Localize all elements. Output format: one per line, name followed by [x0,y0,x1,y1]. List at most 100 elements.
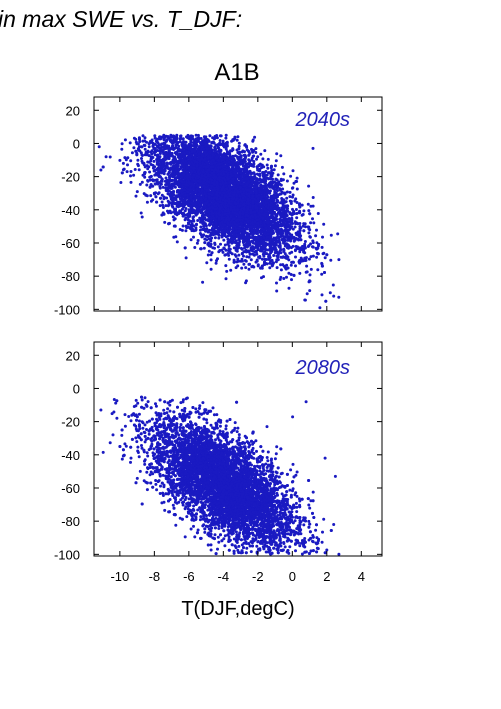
scatter-point [213,236,217,240]
scatter-point [251,138,255,142]
scatter-point [132,146,136,150]
scatter-point [123,138,127,142]
scatter-point [282,277,286,280]
scatter-point [207,249,211,253]
scatter-point [172,218,176,222]
scatter-point [236,257,240,261]
scatter-point [301,213,305,216]
scatter-point [309,204,313,208]
scatter-point [254,151,258,154]
scatter-point [229,268,233,272]
scatter-point [329,233,333,237]
scatter-point [165,161,169,165]
scatter-point [134,137,138,141]
scatter-point [279,268,283,272]
scatter-point [121,161,125,165]
scatter-point [249,258,253,262]
scatter-point [158,152,162,155]
scatter-point [163,220,167,224]
scatter-point [208,134,212,138]
scatter-point [256,155,260,159]
scatter-point [247,255,251,259]
scatter-point [298,271,302,275]
scatter-point [242,254,245,258]
scatter-point [244,259,248,263]
scatter-point [282,172,286,176]
scatter-point [181,224,185,228]
scatter-point [205,261,209,265]
scatter-point [206,253,210,257]
scatter-point [287,286,291,290]
scatter-point [263,149,267,153]
scatter-point [214,261,218,265]
scatter-point [294,264,297,268]
scatter-point [285,275,288,279]
scatter-point [294,222,298,226]
scatter-point [316,268,320,272]
scatter-point [272,168,276,172]
scatter-point [195,241,199,245]
scatter-point [227,257,231,261]
scatter-point [307,231,311,235]
scatter-point [129,180,133,184]
scatter-point [258,255,262,258]
scatter-point [125,170,129,174]
scatter-point [149,194,153,198]
scatter-points-2040s [97,133,341,310]
scatter-point [275,266,279,270]
scatter-point [184,229,188,233]
scatter-point [179,134,183,138]
scatter-point [224,248,228,252]
scatter-point [139,145,143,149]
scatter-point [134,194,138,198]
scatter-point [151,141,155,145]
scatter-point [303,298,307,302]
scatter-point [320,245,324,249]
scatter-point [224,133,228,137]
scatter-point [294,255,297,259]
scatter-point [298,250,302,254]
scatter-point [217,236,221,240]
scatter-point [300,203,304,207]
scatter-point [145,200,149,204]
scatter-point [158,186,162,190]
scatter-point [307,184,311,188]
scatter-point [309,267,313,271]
scatter-point [279,154,283,158]
scatter-point [178,228,182,231]
scatter-point [207,241,211,245]
scatter-point [177,144,181,148]
scatter-point [236,264,240,268]
scatter-point [183,209,187,213]
scatter-point [180,196,184,200]
scatter-point [308,228,312,232]
scatter-point [308,289,312,293]
scatter-point [285,179,289,183]
scatter-point [193,246,197,249]
scatter-point [140,159,144,163]
scatter-point [154,191,158,195]
scatter-point [286,255,290,259]
scatter-point [298,209,302,213]
scatter-point [312,221,316,225]
scatter-point [119,181,123,184]
scatter-point [223,253,227,257]
scatter-point [282,241,286,245]
scatter-point [336,232,340,236]
scatter-point [155,137,159,141]
scatter-point [215,136,219,140]
scatter-point [146,179,150,183]
scatter-point [236,135,240,139]
scatter-point [211,226,214,230]
scatter-point [283,191,287,195]
scatter-point [283,252,287,256]
scatter-point [258,242,262,246]
scatter-point [121,168,125,172]
scatter-point [161,206,165,209]
figure-heading: in max SWE vs. T_DJF: [0,6,243,32]
scatter-point [307,257,311,261]
scatter-point [247,262,251,266]
scatter-point [290,278,293,282]
scatter-point [120,142,124,146]
